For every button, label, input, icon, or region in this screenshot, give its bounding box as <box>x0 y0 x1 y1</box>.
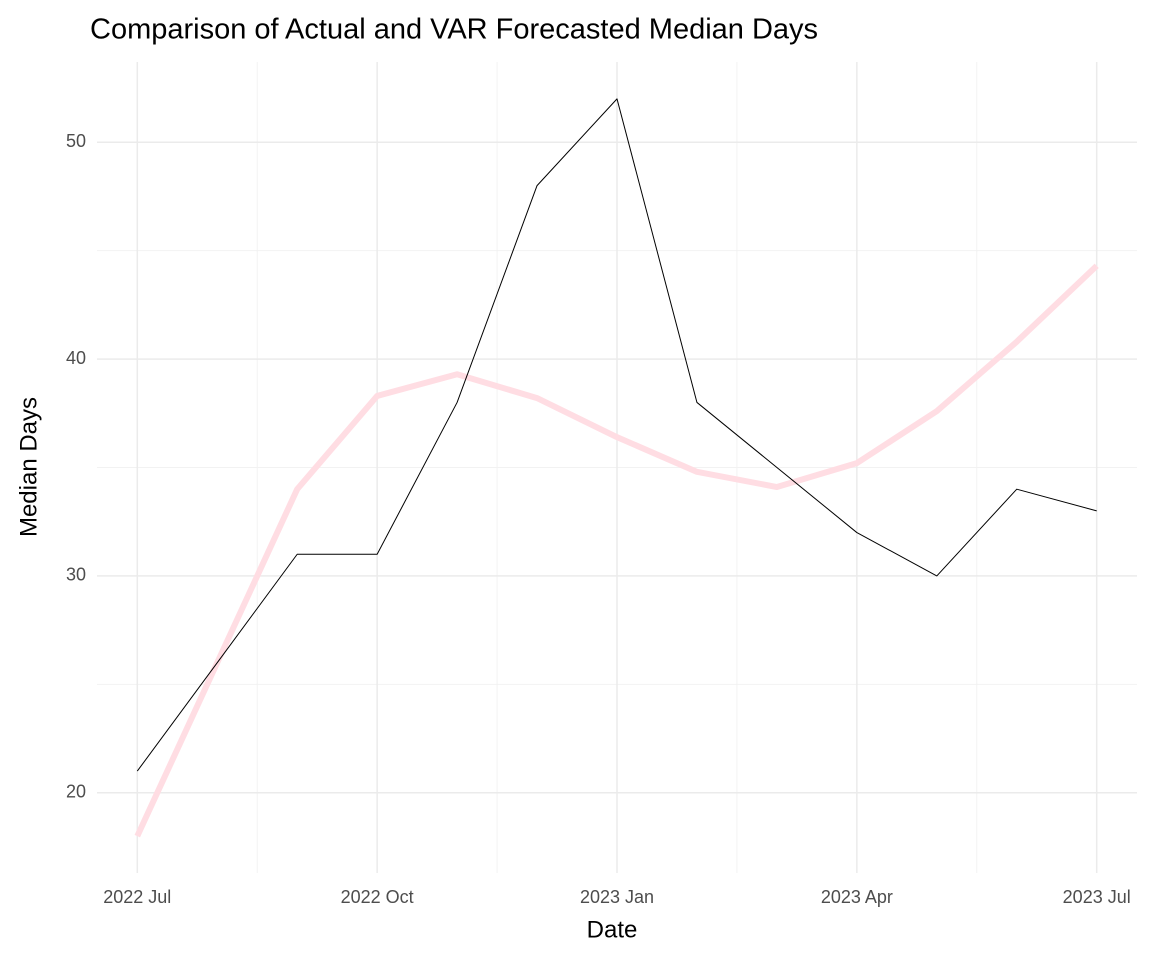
x-tick-label: 2022 Jul <box>103 887 171 907</box>
y-tick-label: 20 <box>66 782 86 802</box>
series-line <box>136 98 1097 772</box>
x-tick-label: 2023 Jan <box>580 887 654 907</box>
x-tick-label: 2023 Apr <box>821 887 893 907</box>
x-tick-label: 2023 Jul <box>1063 887 1131 907</box>
x-axis-title: Date <box>587 916 638 943</box>
chart-title: Comparison of Actual and VAR Forecasted … <box>90 14 818 46</box>
y-tick-label: 50 <box>66 131 86 151</box>
y-axis-title: Median Days <box>15 397 42 537</box>
y-tick-label: 30 <box>66 565 86 585</box>
y-tick-label: 40 <box>66 348 86 368</box>
x-tick-label: 2022 Oct <box>341 887 414 907</box>
series-line <box>134 263 1099 838</box>
